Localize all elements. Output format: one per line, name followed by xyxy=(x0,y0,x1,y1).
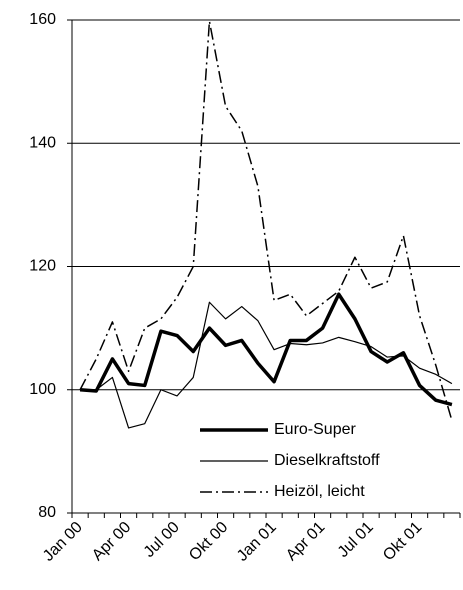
y-tick-label: 100 xyxy=(29,381,56,398)
x-tick-label: Jul 01 xyxy=(335,519,377,561)
legend-label: Dieselkraftstoff xyxy=(274,452,380,469)
y-tick-label: 120 xyxy=(29,258,56,275)
legend-label: Euro-Super xyxy=(274,421,356,438)
line-series xyxy=(79,20,453,421)
x-tick-label: Okt 00 xyxy=(186,519,231,564)
y-tick-label: 160 xyxy=(29,11,56,28)
x-tick-label: Apr 00 xyxy=(89,519,134,564)
x-tick-label: Jan 00 xyxy=(40,519,86,565)
y-tick-label: 140 xyxy=(29,134,56,151)
line-series xyxy=(79,292,453,407)
y-tick-label: 80 xyxy=(38,504,56,521)
legend-label: Heizöl, leicht xyxy=(274,483,365,500)
x-tick-label: Okt 01 xyxy=(380,519,425,564)
x-tick-label: Jul 00 xyxy=(141,519,183,561)
x-tick-label: Jan 01 xyxy=(234,519,280,565)
x-tick-label: Apr 01 xyxy=(283,519,328,564)
line-series xyxy=(80,301,453,429)
